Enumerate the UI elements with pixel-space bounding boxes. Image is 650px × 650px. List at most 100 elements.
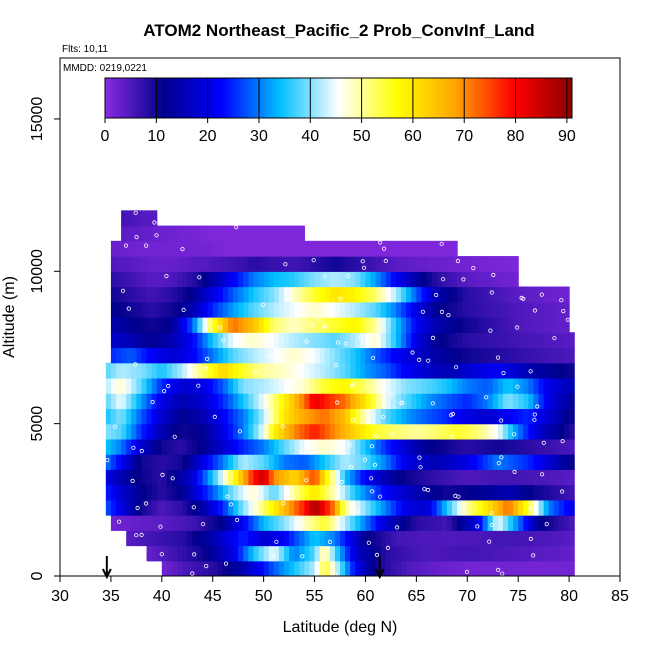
heatmap-cell bbox=[340, 515, 346, 531]
heatmap-cell bbox=[304, 408, 311, 425]
heatmap-cell bbox=[116, 454, 122, 470]
heatmap-cell bbox=[166, 317, 173, 333]
heatmap-cell bbox=[355, 423, 361, 440]
heatmap-cell bbox=[172, 317, 178, 333]
heatmap-cell bbox=[523, 469, 529, 486]
heatmap-cell bbox=[289, 545, 295, 562]
heatmap-cell bbox=[558, 454, 565, 470]
heatmap-cell bbox=[161, 408, 168, 425]
heatmap-cell bbox=[431, 347, 438, 364]
heatmap-cell bbox=[446, 286, 453, 303]
heatmap-cell bbox=[467, 438, 473, 455]
heatmap-cell bbox=[340, 469, 346, 486]
heatmap-cell bbox=[569, 484, 575, 501]
heatmap-cell bbox=[380, 362, 387, 379]
heatmap-cell bbox=[156, 240, 163, 257]
heatmap-cell bbox=[375, 393, 382, 410]
heatmap-cell bbox=[523, 454, 529, 470]
flight-point bbox=[370, 355, 376, 360]
heatmap-cell bbox=[258, 240, 265, 257]
heatmap-cell bbox=[289, 423, 295, 440]
heatmap-cell bbox=[492, 377, 499, 394]
heatmap-cell bbox=[105, 454, 112, 470]
heatmap-cell bbox=[314, 454, 321, 470]
flight-point bbox=[374, 552, 379, 558]
heatmap-cell bbox=[360, 362, 367, 379]
heatmap-cell bbox=[217, 560, 224, 576]
heatmap-cell bbox=[263, 362, 270, 379]
heatmap-cell bbox=[370, 530, 377, 547]
heatmap-cell bbox=[187, 377, 193, 394]
heatmap-cell bbox=[197, 469, 204, 486]
heatmap-cell bbox=[217, 332, 224, 349]
heatmap-cell bbox=[406, 469, 412, 486]
heatmap-cell bbox=[131, 408, 137, 425]
heatmap-cell bbox=[385, 256, 392, 272]
flight-point bbox=[160, 472, 165, 477]
heatmap-cell bbox=[441, 454, 448, 470]
heatmap-cell bbox=[477, 530, 484, 547]
flight-point bbox=[425, 487, 431, 493]
heatmap-cell bbox=[492, 545, 499, 562]
heatmap-cell bbox=[375, 377, 382, 394]
flight-point bbox=[253, 370, 258, 375]
heatmap-cell bbox=[406, 317, 412, 333]
heatmap-cell bbox=[319, 317, 326, 333]
heatmap-cell bbox=[172, 469, 178, 486]
heatmap-cell bbox=[131, 286, 137, 303]
heatmap-cell bbox=[233, 347, 239, 364]
heatmap-cell bbox=[329, 515, 336, 531]
heatmap-cell bbox=[248, 362, 255, 379]
heatmap-cell bbox=[334, 362, 341, 379]
heatmap-cell bbox=[105, 499, 112, 516]
heatmap-cell bbox=[513, 317, 519, 333]
flight-point bbox=[495, 355, 501, 360]
heatmap-cell bbox=[182, 454, 188, 470]
colorbar-tick-label: 90 bbox=[558, 128, 576, 145]
heatmap-cell bbox=[217, 240, 224, 257]
heatmap-cell bbox=[518, 332, 524, 349]
heatmap-cell bbox=[121, 210, 127, 227]
heatmap-cell bbox=[202, 362, 209, 379]
flight-point bbox=[190, 571, 195, 576]
heatmap-cell bbox=[436, 347, 443, 364]
heatmap-cell bbox=[222, 469, 229, 486]
heatmap-cell bbox=[441, 256, 448, 272]
heatmap-cell bbox=[177, 362, 183, 379]
heatmap-cell bbox=[294, 469, 300, 486]
heatmap-cell bbox=[406, 515, 412, 531]
heatmap-cell bbox=[477, 499, 484, 516]
heatmap-cell bbox=[334, 271, 341, 288]
heatmap-cell bbox=[166, 499, 173, 516]
heatmap-cell bbox=[187, 271, 193, 288]
heatmap-cell bbox=[131, 362, 137, 379]
flight-point bbox=[197, 275, 202, 280]
heatmap-cell bbox=[161, 530, 168, 547]
heatmap-cell bbox=[543, 499, 550, 516]
heatmap-cell bbox=[161, 271, 168, 288]
heatmap-cell bbox=[197, 560, 204, 576]
heatmap-cell bbox=[166, 225, 173, 242]
heatmap-cell bbox=[222, 484, 229, 501]
heatmap-cell bbox=[151, 530, 158, 547]
heatmap-cell bbox=[426, 499, 433, 516]
heatmap-cell bbox=[370, 377, 377, 394]
flight-point bbox=[300, 554, 305, 559]
heatmap-cell bbox=[324, 347, 331, 364]
heatmap-cell bbox=[207, 362, 214, 379]
heatmap-cell bbox=[360, 301, 367, 318]
heatmap-cell bbox=[166, 271, 173, 288]
heatmap-cell bbox=[212, 423, 219, 440]
heatmap-cell bbox=[161, 560, 168, 576]
heatmap-cell bbox=[487, 301, 494, 318]
heatmap-cell bbox=[441, 484, 448, 501]
heatmap-cell bbox=[538, 545, 545, 562]
heatmap-cell bbox=[508, 256, 514, 272]
heatmap-cell bbox=[222, 530, 229, 547]
heatmap-cell bbox=[187, 347, 193, 364]
heatmap-cell bbox=[345, 423, 351, 440]
heatmap-cell bbox=[345, 484, 351, 501]
heatmap-cell bbox=[487, 545, 494, 562]
heatmap-cell bbox=[228, 499, 234, 516]
heatmap-cell bbox=[411, 454, 417, 470]
